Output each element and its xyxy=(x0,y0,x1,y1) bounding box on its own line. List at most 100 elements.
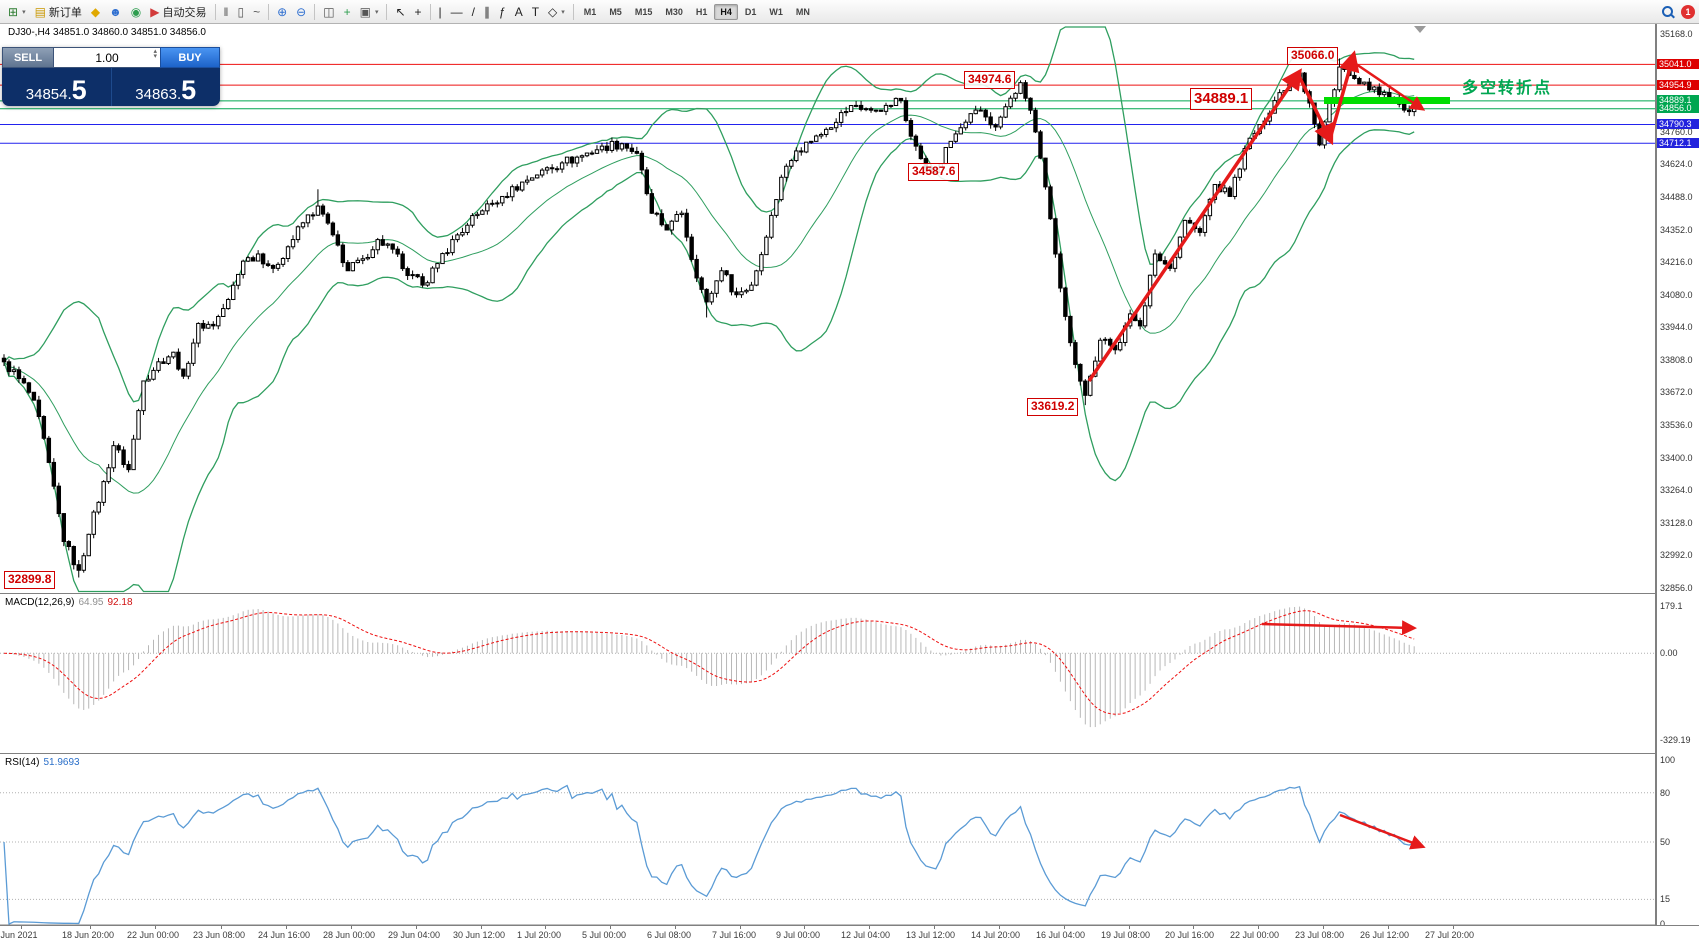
chart-text-annotation[interactable]: 多空转折点 xyxy=(1462,80,1553,97)
price-axis-tag: 34790.3 xyxy=(1657,119,1699,129)
tile-windows-icon[interactable]: ◫ xyxy=(319,1,338,22)
price-annotation-label[interactable]: 34587.6 xyxy=(908,163,960,181)
time-axis-tick xyxy=(1453,926,1454,929)
candle-body xyxy=(1402,103,1407,111)
timeframe-mn[interactable]: MN xyxy=(795,6,810,17)
candle-body xyxy=(76,564,81,571)
time-axis[interactable]: 7 Jun 2021 18 Jun 20:00 22 Jun 00:00 23 Jun… xyxy=(0,925,1699,943)
timeframe-m1[interactable]: M1 xyxy=(583,6,597,17)
candle-body xyxy=(794,150,799,162)
toolbar-separator xyxy=(314,3,316,20)
candle-body xyxy=(46,437,52,463)
trend-arrow[interactable] xyxy=(1355,62,1426,111)
stepper-down-icon[interactable]: ▾ xyxy=(153,53,157,61)
candle-body xyxy=(56,485,62,515)
candle-body xyxy=(993,124,998,128)
macd-axis-label: 0.00 xyxy=(1660,648,1678,659)
candle-body xyxy=(1382,92,1387,96)
zoom-in-icon[interactable]: ⊕ xyxy=(273,1,291,22)
time-axis-tick xyxy=(1323,926,1324,929)
candle-body xyxy=(1058,253,1063,289)
volume-input[interactable]: 1.00 ▴ ▾ xyxy=(54,47,160,68)
toolbar-separator xyxy=(429,3,431,20)
chevron-down-icon: ▾ xyxy=(374,8,379,16)
buy-button[interactable]: BUY xyxy=(160,47,220,68)
candle-body xyxy=(1232,176,1238,197)
price-annotation-label[interactable]: 32899.8 xyxy=(4,571,56,589)
trend-arrow[interactable] xyxy=(1296,73,1334,146)
cursor-icon[interactable]: ↖ xyxy=(391,1,409,22)
sell-button[interactable]: SELL xyxy=(2,47,54,68)
vertical-line-icon[interactable]: | xyxy=(435,1,446,22)
price-axis[interactable]: 35168.0 34760.0 34624.0 34488.0 34352.0 34216… xyxy=(1656,24,1699,943)
text-icon[interactable]: A xyxy=(511,1,527,22)
candle-body xyxy=(116,445,121,451)
price-divider xyxy=(110,68,112,106)
candle-body xyxy=(564,156,570,164)
trend-arrow[interactable] xyxy=(1339,813,1426,850)
timeframe-m15[interactable]: M15 xyxy=(634,6,653,17)
search-icon[interactable] xyxy=(1660,4,1676,20)
price-annotation-label[interactable]: 34974.6 xyxy=(964,71,1016,89)
zoom-out-icon[interactable]: ⊖ xyxy=(292,1,310,22)
stepper-up-icon[interactable]: ▴ xyxy=(153,48,157,55)
shapes-icon[interactable]: ◇ ▾ xyxy=(544,1,569,22)
trendline-icon[interactable]: / xyxy=(468,1,479,22)
bar-chart-icon[interactable]: ‖ xyxy=(220,1,233,22)
rsi-value: 51.9693 xyxy=(43,757,80,768)
timeframe-d1[interactable]: D1 xyxy=(744,6,757,17)
sell-price[interactable]: 34854. 5 xyxy=(2,68,111,106)
trend-arrow[interactable] xyxy=(1261,620,1417,636)
trend-arrow[interactable] xyxy=(1328,50,1360,140)
timeframe-m30[interactable]: M30 xyxy=(665,6,683,17)
support-zone-highlight[interactable] xyxy=(1324,97,1450,104)
notification-badge[interactable]: 1 xyxy=(1681,4,1695,19)
candle-body xyxy=(789,160,794,167)
candle-body xyxy=(400,253,405,270)
candle-body xyxy=(196,322,201,344)
candlestick-chart-icon[interactable]: ▯ xyxy=(233,1,248,22)
candle-body xyxy=(709,292,714,303)
new-chart-icon[interactable]: ⊞ ▾ xyxy=(4,1,30,22)
trend-arrow[interactable] xyxy=(1087,68,1302,382)
candle-body xyxy=(370,249,375,258)
fibonacci-icon[interactable]: ƒ xyxy=(495,1,510,22)
templates-icon[interactable]: ▣ ▾ xyxy=(356,1,383,22)
time-axis-tick xyxy=(545,926,546,929)
timeframe-m5[interactable]: M5 xyxy=(609,6,622,17)
price-axis-tag: 34889.1 xyxy=(1657,95,1699,106)
price-annotation-label[interactable]: 34889.1 xyxy=(1190,88,1253,110)
strategy-navigator-icon[interactable]: ◉ xyxy=(127,1,145,22)
time-axis-tick xyxy=(481,926,482,929)
horizontal-line-icon[interactable]: — xyxy=(447,1,467,22)
chart-shift-marker[interactable] xyxy=(1414,26,1426,33)
timeframe-w1[interactable]: W1 xyxy=(769,6,783,17)
candle-body xyxy=(226,298,231,310)
channel-icon[interactable]: ∥ xyxy=(480,1,494,22)
autotrade-button[interactable]: ▶ 自动交易 xyxy=(146,1,210,22)
market-watch-icon[interactable]: ◆ xyxy=(87,1,104,22)
buy-price[interactable]: 34863. 5 xyxy=(112,68,221,106)
timeframe-h1[interactable]: H1 xyxy=(695,6,708,17)
line-chart-icon[interactable]: ~ xyxy=(249,1,264,22)
candle-body xyxy=(315,205,321,216)
horizontal-line-icon-glyph: — xyxy=(450,4,463,19)
templates-icon-glyph: ▣ xyxy=(359,4,371,19)
price-annotation-label[interactable]: 35066.0 xyxy=(1287,47,1339,65)
crosshair-icon[interactable]: + xyxy=(411,1,426,22)
price-axis-label: 34488.0 xyxy=(1660,191,1693,202)
label-icon[interactable]: T xyxy=(528,1,543,22)
candle-body xyxy=(774,199,779,216)
timeframe-h4[interactable]: H4 xyxy=(714,3,738,20)
new-order-button[interactable]: ▤ 新订单 xyxy=(31,1,86,22)
time-axis-label: 23 Jul 08:00 xyxy=(1295,930,1345,940)
candle-body xyxy=(191,342,196,364)
candle-body xyxy=(833,121,839,129)
data-window-icon[interactable]: ☻ xyxy=(105,1,126,22)
price-annotation-label[interactable]: 33619.2 xyxy=(1027,398,1079,416)
candle-body xyxy=(455,234,460,241)
time-axis-label: 13 Jul 12:00 xyxy=(906,930,956,940)
indicators-icon[interactable]: + xyxy=(340,1,355,22)
volume-stepper[interactable]: ▴ ▾ xyxy=(153,48,157,61)
